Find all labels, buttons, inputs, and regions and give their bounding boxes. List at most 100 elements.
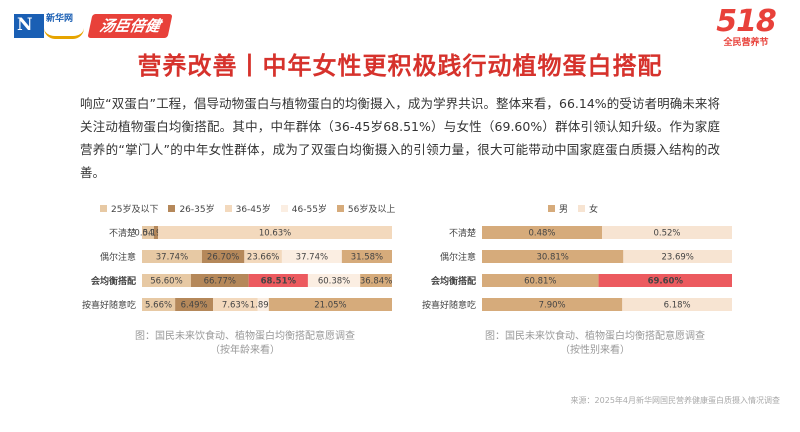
age-data-label: 21.05% — [314, 301, 346, 311]
age-legend-label: 26-35岁 — [179, 205, 215, 215]
gender-data-label: 60.81% — [524, 277, 556, 287]
gender-legend-swatch — [578, 205, 586, 212]
age-legend-item: 25岁及以下 — [100, 202, 158, 215]
gender-data-label: 69.60% — [648, 277, 684, 287]
xinhua-logo-mark: N — [14, 14, 44, 38]
xinhua-logo: N 新华网 — [14, 12, 84, 40]
gender-bar-segment — [482, 226, 602, 239]
age-data-label: 37.74% — [296, 253, 328, 263]
age-bar-segment — [142, 226, 154, 239]
age-legend-label: 56岁及以上 — [347, 205, 396, 215]
gender-data-label: 6.18% — [664, 301, 691, 311]
age-bar-segment — [213, 298, 258, 311]
gender-legend-item: 女 — [578, 202, 598, 215]
age-data-label: 66.77% — [204, 277, 236, 287]
age-legend-item: 26-35岁 — [168, 202, 215, 215]
gender-legend: 男女 — [548, 202, 598, 215]
gender-caption-line1: 图：国民未来饮食动、植物蛋白均衡搭配意愿调查 — [485, 331, 705, 342]
age-data-label: 56.60% — [150, 277, 182, 287]
age-data-label: 37.74% — [156, 253, 188, 263]
gender-bar-segment — [602, 226, 732, 239]
gender-category-label: 不清楚 — [449, 227, 476, 239]
gender-legend-item: 男 — [548, 202, 568, 215]
age-bar-segment — [281, 250, 342, 263]
gender-caption-line2: （按性别来看） — [560, 345, 630, 356]
age-bar-segment — [142, 298, 176, 311]
age-data-label: 0.19% — [142, 229, 169, 239]
age-data-label: 60.38% — [318, 277, 350, 287]
gender-data-label: 7.90% — [539, 301, 566, 311]
age-legend-swatch — [280, 205, 288, 212]
age-data-label: 1.89% — [250, 301, 277, 311]
gender-category-label: 偶尔注意 — [440, 251, 476, 263]
age-bar-segment — [190, 274, 249, 287]
age-legend-label: 36-45岁 — [235, 205, 271, 215]
age-legend-label: 25岁及以下 — [111, 205, 159, 215]
age-bar-segment — [257, 298, 269, 311]
gender-bar-segment — [482, 298, 623, 311]
age-data-label: 6.49% — [181, 301, 208, 311]
gender-category-label: 会均衡搭配 — [431, 275, 476, 287]
age-data-label: 0.54% — [134, 229, 161, 239]
age-data-label: 26.70% — [207, 253, 239, 263]
age-bar-segment — [201, 250, 245, 263]
source-note: 来源：2025年4月新华网国民营养健康蛋白质摄入情况调查 — [570, 396, 780, 405]
xinhua-logo-text: 新华网 — [46, 14, 74, 24]
age-legend-swatch — [100, 205, 107, 212]
age-caption-line1: 图：国民未来饮食动、植物蛋白均衡搭配意愿调查 — [135, 331, 355, 342]
brand-badge: 汤臣倍健 — [87, 14, 173, 38]
age-category-label: 按喜好随意吃 — [82, 299, 136, 311]
age-category-label: 偶尔注意 — [100, 251, 136, 263]
age-legend-swatch — [336, 205, 344, 212]
gender-legend-swatch — [548, 205, 555, 212]
age-bar-segment — [360, 274, 392, 287]
gender-data-label: 23.69% — [661, 253, 693, 263]
event-subtitle: 全民营养节 — [723, 38, 769, 48]
gender-bar-segment — [623, 250, 732, 263]
event-number: 518 — [716, 4, 777, 39]
age-category-label: 不清楚 — [109, 227, 136, 239]
age-data-label: 36.84% — [360, 277, 392, 287]
gender-stacked-bar-chart: 不清楚 0.48% 0.52% 偶尔注意 30.81% 23.69% 会均衡搭配 60.81%… — [422, 226, 732, 311]
age-bar-segment — [142, 274, 191, 287]
age-legend: 25岁及以下 26-35岁 36-45岁 46-55岁 56岁及以上 — [100, 202, 395, 215]
gender-category-label: 按喜好随意吃 — [422, 299, 476, 311]
age-legend-item: 46-55岁 — [280, 202, 327, 215]
age-bar-segment — [158, 226, 392, 239]
age-category-label: 会均衡搭配 — [91, 275, 136, 287]
xinhua-swoosh-icon — [44, 28, 84, 39]
gender-legend-label: 男 — [559, 205, 569, 215]
age-chart-caption: 图：国民未来饮食动、植物蛋白均衡搭配意愿调查 （按年龄来看） — [90, 330, 400, 358]
age-legend-item: 56岁及以上 — [336, 202, 396, 215]
age-bar-segment — [142, 250, 202, 263]
age-bar-segment — [175, 298, 214, 311]
age-bar-segment — [268, 298, 392, 311]
age-legend-swatch — [168, 205, 176, 212]
age-bar-segment — [153, 226, 159, 239]
age-data-label: 68.51% — [261, 277, 297, 287]
intro-paragraph: 响应“双蛋白”工程，倡导动物蛋白与植物蛋白的均衡摄入，成为学界共识。整体来看，6… — [80, 96, 720, 180]
age-data-label: 7.63% — [222, 301, 249, 311]
age-bar-segment — [248, 274, 308, 287]
gender-data-label: 0.48% — [528, 229, 555, 239]
gender-bar-segment — [598, 274, 732, 287]
age-legend-item: 36-45岁 — [224, 202, 271, 215]
age-data-label: 31.58% — [351, 253, 383, 263]
page-title: 营养改善丨中年女性更积极践行动植物蛋白搭配 — [137, 52, 663, 80]
age-bar-segment — [341, 250, 392, 263]
gender-data-label: 0.52% — [653, 229, 680, 239]
age-legend-label: 46-55岁 — [291, 205, 327, 215]
event-logo: 518 全民营养节 — [706, 6, 786, 52]
age-bar-segment — [307, 274, 361, 287]
gender-bar-segment — [482, 250, 624, 263]
gender-legend-label: 女 — [589, 205, 599, 215]
age-data-label: 23.66% — [247, 253, 279, 263]
gender-data-label: 30.81% — [536, 253, 568, 263]
age-data-label: 10.63% — [259, 229, 291, 239]
age-data-label: 5.66% — [145, 301, 172, 311]
gender-chart-caption: 图：国民未来饮食动、植物蛋白均衡搭配意愿调查 （按性别来看） — [440, 330, 750, 358]
gender-bar-segment — [482, 274, 599, 287]
age-bar-segment — [244, 250, 282, 263]
age-caption-line2: （按年龄来看） — [210, 345, 280, 356]
